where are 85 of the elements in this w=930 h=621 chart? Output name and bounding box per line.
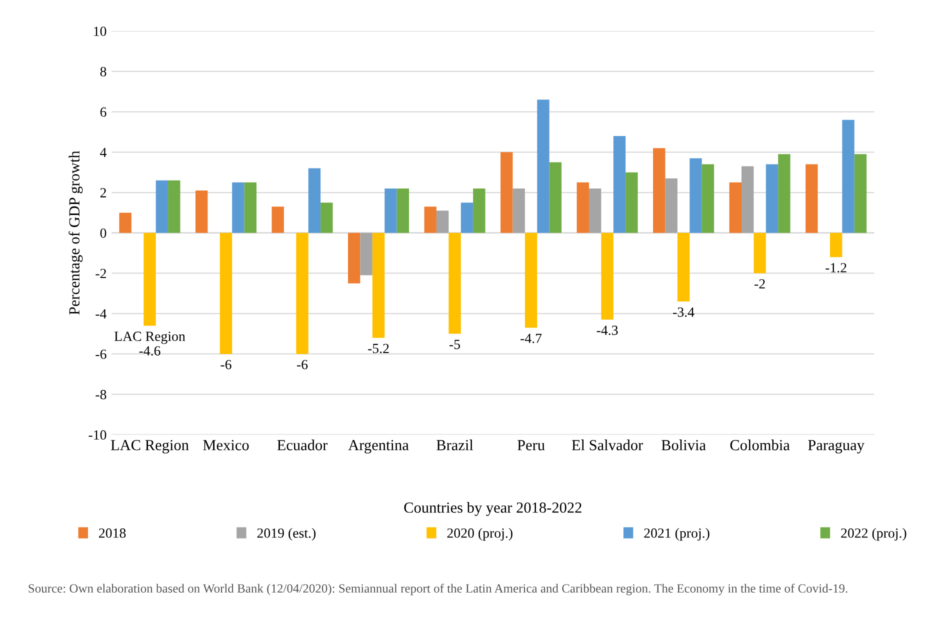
data-label: -2: [754, 279, 765, 288]
legend-label: 2019 (est.): [257, 528, 316, 541]
y-tick-label: 6: [100, 107, 106, 117]
legend-label: 2021 (proj.): [644, 528, 710, 541]
bar: [436, 210, 449, 233]
bar: [360, 232, 372, 276]
x-tick-label: Bolivia: [661, 440, 706, 450]
data-label: -4.7: [520, 334, 542, 344]
y-tick-label: 8: [100, 67, 106, 76]
x-tick-label: Brazil: [436, 440, 474, 450]
x-axis-title: Countries by year 2018-2022: [404, 502, 582, 516]
bar: [396, 188, 410, 233]
bar: [168, 180, 180, 233]
bar: [232, 182, 244, 233]
data-label: -6: [296, 360, 308, 370]
legend-label: 2018: [99, 528, 126, 538]
y-tick-label: 4: [100, 148, 107, 157]
bar: [601, 232, 614, 320]
bar: [729, 182, 742, 233]
bar: [613, 136, 626, 233]
y-tick-label: -6: [96, 350, 106, 359]
bar: [144, 232, 156, 326]
bar: [220, 232, 232, 354]
data-label: LAC Region -4.6: [114, 332, 186, 356]
y-tick-label: -4: [96, 309, 107, 318]
bar: [119, 212, 132, 233]
bar: [549, 162, 562, 233]
bar: [348, 232, 360, 284]
bar: [424, 206, 436, 233]
bar: [372, 232, 385, 338]
bar: [473, 188, 486, 233]
legend-label: 2020 (proj.): [447, 528, 512, 541]
bar: [778, 154, 790, 233]
x-tick-label: Argentina: [348, 440, 409, 454]
x-tick-label: LAC Region: [110, 440, 189, 454]
source-note: Source: Own elaboration based on World Bank (12/04/2020): Semiannual report of the Latin America and Caribbean region. The Economy in the time of Covid-19.: [28, 584, 848, 596]
bar: [460, 202, 474, 233]
x-tick-label: Paraguay: [808, 440, 864, 454]
bar: [854, 154, 867, 233]
bar: [244, 182, 256, 233]
bar: [537, 100, 550, 233]
x-tick-label: Ecuador: [277, 440, 328, 450]
y-tick-label: 2: [100, 188, 106, 198]
bar: [806, 164, 818, 233]
bar: [665, 178, 678, 233]
y-tick-label: -2: [96, 268, 106, 278]
data-label: -3.4: [673, 307, 694, 317]
bar: [702, 164, 714, 233]
bar: [512, 188, 525, 233]
bar: [156, 180, 168, 233]
y-tick-label: 0: [100, 228, 106, 238]
bar: [500, 152, 513, 233]
bar: [384, 188, 397, 233]
data-label: -1.2: [826, 263, 846, 272]
bar: [830, 232, 842, 258]
data-label: -6: [220, 360, 232, 370]
bar: [626, 172, 638, 233]
x-tick-label: Mexico: [203, 440, 249, 450]
bar: [766, 164, 778, 233]
data-label: -4.3: [596, 326, 618, 336]
legend-label: 2022 (proj.): [841, 528, 906, 541]
y-axis-title: Percentage of GDP growth: [68, 150, 83, 315]
bar: [524, 232, 538, 328]
bar: [754, 232, 766, 274]
bar: [677, 232, 690, 302]
bar: [842, 120, 854, 233]
x-tick-label: Peru: [517, 440, 545, 450]
data-label: -5.2: [368, 344, 389, 354]
data-label: -5: [450, 340, 460, 350]
bar: [448, 232, 461, 334]
y-tick-label: -8: [96, 390, 106, 400]
bar: [296, 232, 308, 354]
bar: [742, 166, 754, 233]
bar: [272, 206, 284, 233]
bar: [308, 168, 321, 233]
y-tick-label: 10: [94, 26, 106, 36]
x-tick-label: El Salvador: [572, 440, 644, 450]
y-tick-label: -10: [88, 430, 106, 440]
bar: [690, 158, 702, 233]
bar: [653, 148, 666, 233]
bar: [576, 182, 589, 233]
bar: [588, 188, 602, 233]
x-tick-label: Colombia: [730, 440, 790, 450]
bar: [195, 190, 208, 233]
bar: [320, 202, 333, 233]
